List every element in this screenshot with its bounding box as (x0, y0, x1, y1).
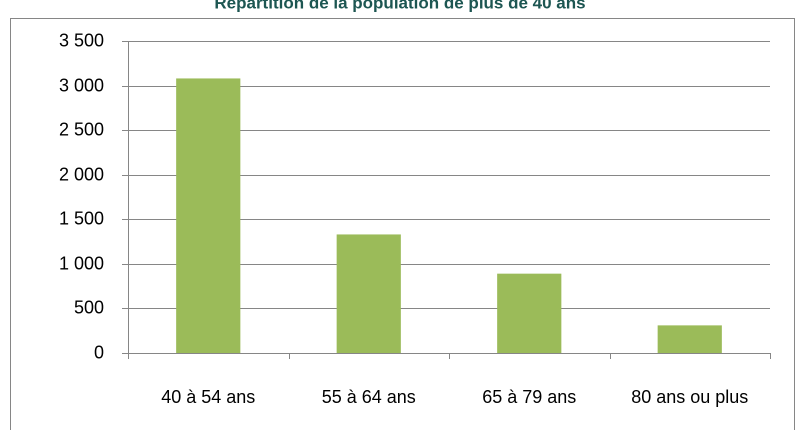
y-tick-label: 500 (74, 297, 104, 317)
bar (336, 234, 401, 353)
x-tick-label: 65 à 79 ans (482, 387, 576, 407)
y-tick-label: 0 (94, 342, 104, 362)
y-tick-label: 3 500 (59, 30, 104, 50)
y-tick-label: 2 000 (59, 164, 104, 184)
bar (657, 325, 722, 353)
y-tick-label: 1 500 (59, 208, 104, 228)
x-tick-label: 40 à 54 ans (161, 387, 255, 407)
chart-title: Répartition de la population de plus de … (214, 0, 585, 12)
bar (497, 273, 562, 353)
x-tick-label: 80 ans ou plus (631, 387, 748, 407)
y-tick-label: 1 000 (59, 253, 104, 273)
y-tick-label: 3 000 (59, 75, 104, 95)
x-tick-label: 55 à 64 ans (322, 387, 416, 407)
bar (176, 78, 241, 353)
chart-frame (10, 18, 795, 430)
y-tick-label: 2 500 (59, 119, 104, 139)
